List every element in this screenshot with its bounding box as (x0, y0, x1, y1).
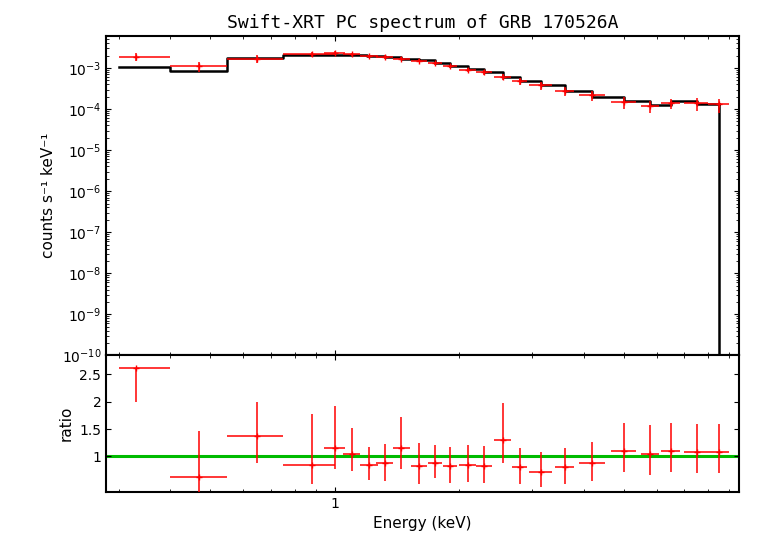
Y-axis label: counts s⁻¹ keV⁻¹: counts s⁻¹ keV⁻¹ (41, 133, 56, 259)
Title: Swift-XRT PC spectrum of GRB 170526A: Swift-XRT PC spectrum of GRB 170526A (227, 14, 619, 32)
Y-axis label: ratio: ratio (58, 406, 74, 441)
X-axis label: Energy (keV): Energy (keV) (374, 517, 471, 532)
